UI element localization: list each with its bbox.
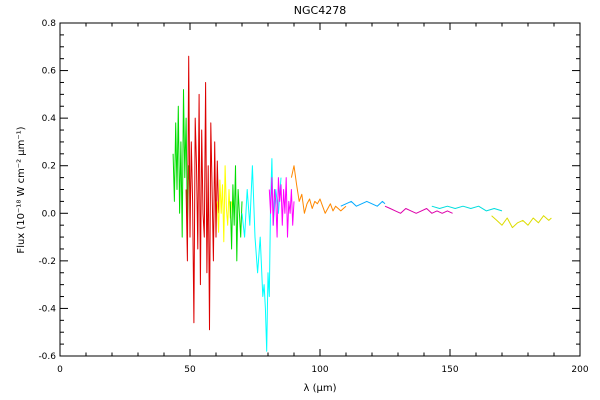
series-line-6 (268, 177, 295, 238)
series-line-3 (216, 165, 233, 243)
y-tick-label: 0.4 (42, 114, 57, 124)
series-line-11 (491, 215, 552, 229)
series-line-1 (172, 89, 191, 238)
chart-title: NGC4278 (294, 4, 346, 17)
series-line-9 (384, 205, 453, 214)
y-tick-labels: -0.6 -0.4 -0.2 0.0 0.2 0.4 0.6 0.8 (38, 19, 56, 362)
x-tick-label: 50 (184, 365, 196, 375)
y-tick-label: -0.6 (38, 352, 56, 362)
y-tick-label: 0.6 (42, 67, 57, 77)
y-tick-label: -0.4 (38, 304, 56, 314)
series-line-5 (241, 158, 282, 352)
x-tick-label: 200 (571, 365, 588, 375)
series-line-4 (229, 165, 243, 262)
y-axis-label: Flux (10⁻¹⁸ W cm⁻² μm⁻¹) (16, 126, 27, 253)
y-tick-label: -0.2 (38, 257, 56, 267)
x-tick-label: 0 (57, 365, 63, 375)
series-line-2 (185, 55, 220, 331)
axis-ticks (59, 22, 581, 357)
series-line-10 (431, 205, 503, 212)
x-tick-label: 100 (311, 365, 328, 375)
y-tick-label: 0.8 (42, 19, 57, 29)
x-tick-labels: 0 50 100 150 200 (57, 365, 589, 375)
x-axis-label: λ (μm) (303, 383, 336, 394)
y-tick-label: 0.2 (42, 162, 56, 172)
x-tick-label: 150 (441, 365, 458, 375)
y-tick-label: 0.0 (42, 209, 57, 219)
series-layer (172, 55, 552, 352)
series-line-7 (290, 165, 347, 214)
series-line-8 (340, 200, 386, 207)
plot-frame (59, 22, 581, 357)
